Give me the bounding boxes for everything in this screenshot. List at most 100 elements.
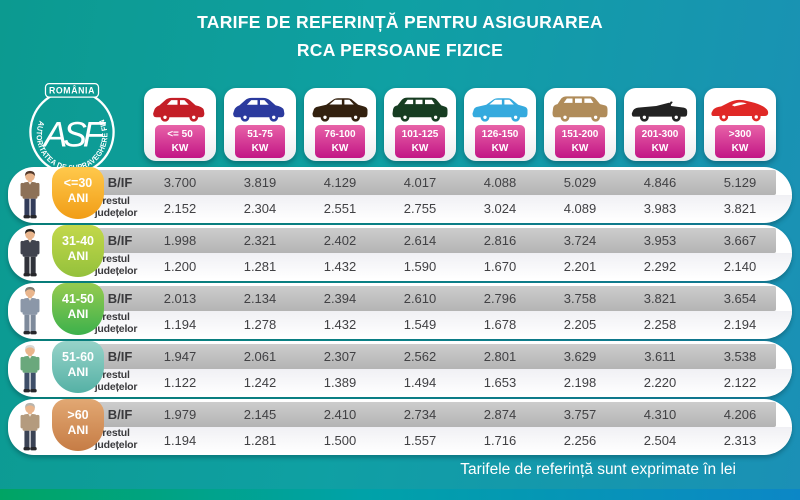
tariff-value: 1.500 bbox=[323, 432, 357, 448]
rest-label-line1: restul bbox=[102, 427, 130, 440]
age-badge: >60 ANI bbox=[52, 399, 104, 451]
tariff-value: 3.629 bbox=[563, 349, 597, 364]
footer-note: Tarifele de referință sunt exprimate în … bbox=[460, 461, 736, 478]
tariff-value: 2.394 bbox=[323, 291, 357, 306]
kw-unit-label: KW bbox=[331, 142, 349, 154]
tariff-value: 2.796 bbox=[483, 291, 517, 306]
rest-label-line1: restul bbox=[102, 195, 130, 208]
tariff-value: 1.432 bbox=[323, 316, 357, 332]
vehicle-class-card: >300 KW bbox=[704, 88, 776, 161]
tariff-value: 2.402 bbox=[323, 233, 357, 248]
tariff-value: 2.313 bbox=[723, 432, 757, 448]
bif-band bbox=[92, 402, 776, 427]
tariff-value: 2.734 bbox=[403, 407, 437, 422]
vehicle-class-card: 126-150 KW bbox=[464, 88, 536, 161]
bif-label: B/IF bbox=[107, 233, 133, 248]
tariff-value: 1.653 bbox=[483, 374, 517, 390]
bottom-gradient-bar bbox=[0, 489, 800, 500]
rest-values: 1.122 1.242 1.389 1.494 1.653 2.198 2.220 2.122 bbox=[140, 369, 780, 395]
tariff-value: 3.700 bbox=[163, 175, 197, 190]
tariff-value: 1.947 bbox=[163, 349, 197, 364]
rest-band bbox=[92, 253, 792, 279]
kw-unit-label: KW bbox=[491, 142, 509, 154]
green-minivan-icon bbox=[392, 97, 448, 122]
title-line2: RCA PERSOANE FIZICE bbox=[296, 40, 504, 60]
kw-range-badge: 126-150 KW bbox=[475, 125, 525, 158]
tariff-value: 4.206 bbox=[723, 407, 757, 422]
page-title: TARIFE DE REFERINȚĂ PENTRU ASIGURAREA RC… bbox=[0, 12, 800, 61]
kw-range-label: >300 bbox=[728, 129, 752, 140]
tariff-value: 3.819 bbox=[243, 175, 277, 190]
tariff-value: 1.242 bbox=[243, 374, 277, 390]
rest-label-line1: restul bbox=[102, 253, 130, 266]
tan-suv-icon bbox=[552, 96, 608, 122]
logo-acronym: ASF bbox=[42, 116, 107, 155]
bif-band bbox=[92, 344, 776, 369]
tariff-value: 1.281 bbox=[243, 432, 277, 448]
tariff-value: 2.194 bbox=[723, 316, 757, 332]
title-line1: TARIFE DE REFERINȚĂ PENTRU ASIGURAREA bbox=[197, 12, 603, 32]
age-range-label: <=30 bbox=[63, 176, 93, 190]
tariff-value: 2.410 bbox=[323, 407, 357, 422]
age-unit-label: ANI bbox=[67, 191, 89, 205]
tariff-value: 2.610 bbox=[403, 291, 437, 306]
bif-band bbox=[92, 170, 776, 195]
tariff-value: 2.755 bbox=[403, 200, 437, 216]
tariff-value: 2.152 bbox=[163, 200, 197, 216]
age-badge: 51-60 ANI bbox=[52, 341, 104, 393]
tariff-value: 1.281 bbox=[243, 258, 277, 274]
bif-values: 1.947 2.061 2.307 2.562 2.801 3.629 3.611 3.538 bbox=[140, 344, 780, 369]
tariff-value: 4.846 bbox=[643, 175, 677, 190]
age-group-row: 31-40 ANI B/IF restul județelor 1.998 2.3… bbox=[8, 225, 792, 281]
kw-range-badge: <= 50 KW bbox=[155, 125, 205, 158]
tariff-value: 3.724 bbox=[563, 233, 597, 248]
black-convertible-icon bbox=[631, 101, 688, 122]
rest-label-line2: județelor bbox=[94, 323, 138, 335]
asf-logo: AUTORITATEA DE SUPRAVEGHERE FINANCIARĂ R… bbox=[20, 82, 115, 175]
rest-band bbox=[92, 195, 792, 221]
logo-country-label: ROMÂNIA bbox=[49, 85, 95, 96]
tariff-value: 2.258 bbox=[643, 316, 677, 332]
tariff-value: 1.590 bbox=[403, 258, 437, 274]
tariff-value: 1.670 bbox=[483, 258, 517, 274]
tariff-value: 1.278 bbox=[243, 316, 277, 332]
kw-unit-label: KW bbox=[571, 142, 589, 154]
age-range-label: >60 bbox=[67, 408, 89, 422]
tariff-value: 2.321 bbox=[243, 233, 277, 248]
vehicle-class-card: <= 50 KW bbox=[144, 88, 216, 161]
age-unit-label: ANI bbox=[67, 307, 89, 321]
age-group-row: >60 ANI B/IF restul județelor 1.979 2.145… bbox=[8, 399, 792, 455]
tariff-value: 3.538 bbox=[723, 349, 757, 364]
vehicle-class-card: 151-200 KW bbox=[544, 88, 616, 161]
tariff-value: 1.200 bbox=[163, 258, 197, 274]
person-man-gray-suit-icon bbox=[20, 286, 40, 335]
tariff-value: 2.198 bbox=[563, 374, 597, 390]
age-badge: <=30 ANI bbox=[52, 167, 104, 219]
rest-label: restul județelor bbox=[86, 253, 146, 279]
tariff-value: 4.129 bbox=[323, 175, 357, 190]
vehicle-class-card: 76-100 KW bbox=[304, 88, 376, 161]
vehicle-class-card: 51-75 KW bbox=[224, 88, 296, 161]
tariff-value: 2.304 bbox=[243, 200, 277, 216]
tariff-value: 4.017 bbox=[403, 175, 437, 190]
rest-band bbox=[92, 427, 792, 453]
kw-unit-label: KW bbox=[411, 142, 429, 154]
tariff-value: 1.194 bbox=[163, 432, 197, 448]
tariff-value: 3.758 bbox=[563, 291, 597, 306]
lightblue-sedan-icon bbox=[472, 98, 528, 122]
kw-range-label: 51-75 bbox=[247, 129, 273, 140]
tariff-value: 2.874 bbox=[483, 407, 517, 422]
bif-label: B/IF bbox=[107, 349, 133, 364]
kw-range-label: 126-150 bbox=[481, 129, 519, 140]
bif-values: 2.013 2.134 2.394 2.610 2.796 3.758 3.821 3.654 bbox=[140, 286, 780, 311]
tariff-value: 3.821 bbox=[643, 291, 677, 306]
tariff-value: 1.979 bbox=[163, 407, 197, 422]
vehicle-class-card: 101-125 KW bbox=[384, 88, 456, 161]
tariff-value: 4.089 bbox=[563, 200, 597, 216]
tariff-value: 2.307 bbox=[323, 349, 357, 364]
rest-label: restul județelor bbox=[86, 427, 146, 453]
red-sports-car-icon bbox=[711, 99, 769, 122]
bif-label: B/IF bbox=[107, 407, 133, 422]
tariff-value: 3.024 bbox=[483, 200, 517, 216]
rest-label: restul județelor bbox=[86, 311, 146, 337]
